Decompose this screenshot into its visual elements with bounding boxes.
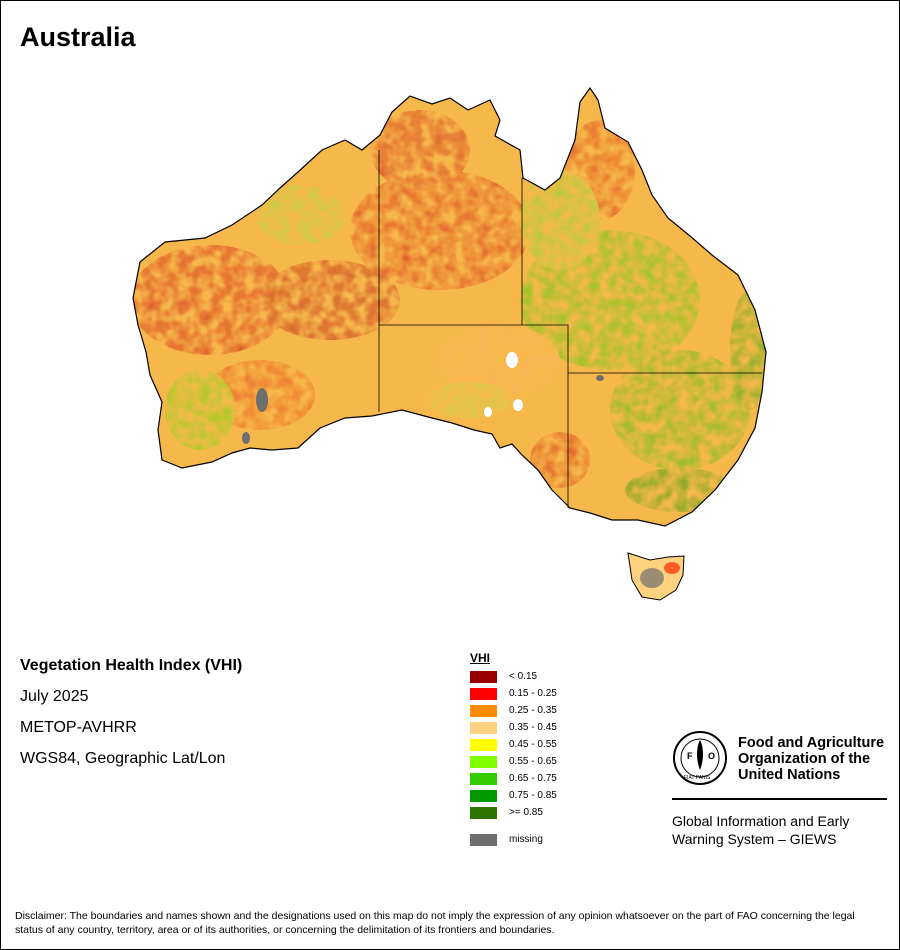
disclaimer: Disclaimer: The boundaries and names sho… — [15, 910, 855, 936]
legend-swatch — [470, 704, 497, 717]
sensor-name: METOP-AVHRR — [20, 719, 137, 736]
legend-item: 0.45 - 0.55 — [470, 736, 557, 753]
legend-label: missing — [509, 834, 543, 845]
svg-text:F: F — [687, 751, 693, 761]
svg-text:O: O — [708, 751, 715, 761]
fao-block: F O FIAT PANIS Food and Agriculture Orga… — [672, 730, 887, 848]
fao-name-line: Organization of the — [738, 751, 871, 767]
projection-info: WGS84, Geographic Lat/Lon — [20, 750, 226, 767]
legend-item-missing: missing — [470, 831, 557, 848]
giews-line: Global Information and Early — [672, 813, 850, 829]
svg-text:FIAT PANIS: FIAT PANIS — [684, 775, 711, 781]
australia-landmass — [132, 86, 767, 527]
legend-label: >= 0.85 — [509, 807, 543, 818]
legend-item: 0.65 - 0.75 — [470, 770, 557, 787]
legend-swatch — [470, 755, 497, 768]
legend-label: 0.35 - 0.45 — [509, 722, 557, 733]
legend-label: 0.15 - 0.25 — [509, 688, 557, 699]
legend-swatch — [470, 738, 497, 751]
map-info: Vegetation Health Index (VHI) July 2025 … — [20, 657, 242, 781]
fao-header: F O FIAT PANIS Food and Agriculture Orga… — [672, 730, 887, 786]
legend-swatch — [470, 687, 497, 700]
legend-items: < 0.15 0.15 - 0.25 0.25 - 0.35 0.35 - 0.45 0… — [470, 668, 557, 821]
legend-swatch — [470, 806, 497, 819]
legend-label: 0.45 - 0.55 — [509, 739, 557, 750]
vhi-map — [132, 86, 767, 601]
legend-item: 0.55 - 0.65 — [470, 753, 557, 770]
legend-swatch — [470, 833, 497, 846]
fao-name: Food and Agriculture Organization of the… — [738, 735, 884, 783]
legend-label: 0.25 - 0.35 — [509, 705, 557, 716]
legend-item: < 0.15 — [470, 668, 557, 685]
legend-label: 0.55 - 0.65 — [509, 756, 557, 767]
vhi-legend: VHI < 0.15 0.15 - 0.25 0.25 - 0.35 0.35 - 0… — [470, 651, 557, 848]
missing-patches — [242, 375, 604, 444]
giews-line: Warning System – GIEWS — [672, 831, 837, 847]
fao-name-line: Food and Agriculture — [738, 735, 885, 751]
giews-name: Global Information and Early Warning Sys… — [672, 812, 887, 848]
legend-swatch — [470, 772, 497, 785]
legend-label: 0.75 - 0.85 — [509, 790, 557, 801]
legend-swatch — [470, 670, 497, 683]
map-date: July 2025 — [20, 688, 89, 705]
legend-item: 0.35 - 0.45 — [470, 719, 557, 736]
divider — [672, 798, 887, 800]
legend-title: VHI — [470, 651, 491, 665]
legend-swatch — [470, 721, 497, 734]
legend-item: 0.75 - 0.85 — [470, 787, 557, 804]
fao-name-line: United Nations — [738, 767, 841, 783]
legend-swatch — [470, 789, 497, 802]
map-title: Australia — [20, 22, 136, 52]
legend-label: < 0.15 — [509, 671, 538, 682]
index-title: Vegetation Health Index (VHI) — [20, 657, 243, 674]
legend-label: 0.65 - 0.75 — [509, 773, 557, 784]
legend-item: >= 0.85 — [470, 804, 557, 821]
tasmania — [627, 552, 685, 601]
legend-item: 0.15 - 0.25 — [470, 685, 557, 702]
lake-patches — [484, 352, 523, 417]
legend-item: 0.25 - 0.35 — [470, 702, 557, 719]
fao-logo-icon: F O FIAT PANIS — [673, 731, 727, 785]
state-boundaries — [378, 150, 762, 508]
